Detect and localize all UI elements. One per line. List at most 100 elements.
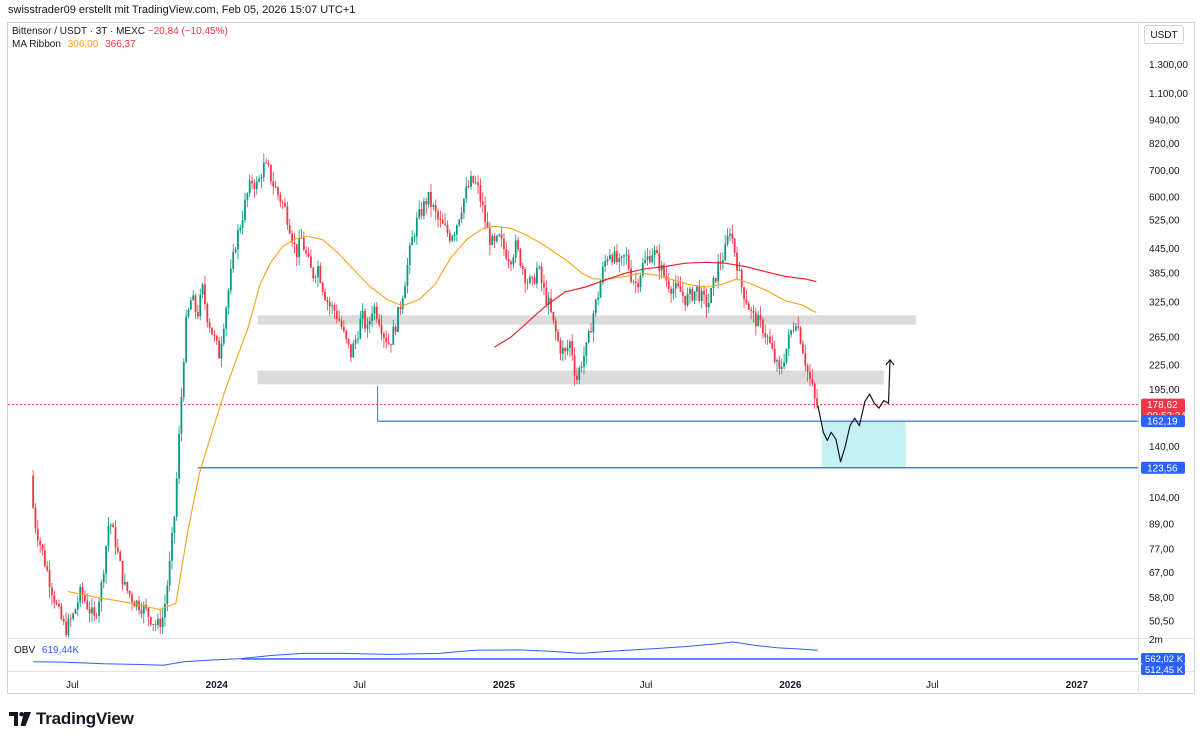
candle-body xyxy=(700,290,703,301)
candle-body xyxy=(291,233,293,243)
candle-body xyxy=(644,259,647,263)
candle-body xyxy=(142,604,145,614)
candle-body xyxy=(620,256,623,259)
candle-body xyxy=(192,295,195,301)
projection-arrowhead xyxy=(885,358,895,366)
current-price-tag-text: 178,62 xyxy=(1147,400,1178,411)
candle-body xyxy=(439,218,442,220)
candle-body xyxy=(314,277,317,279)
candle-body xyxy=(72,613,75,619)
candle-body xyxy=(241,219,244,229)
candle-body xyxy=(470,176,472,187)
candles-group xyxy=(32,153,818,638)
candle-body xyxy=(237,230,239,250)
candle-body xyxy=(121,561,124,585)
candle-body xyxy=(514,240,517,258)
candle-body xyxy=(423,201,425,216)
candle-body xyxy=(298,238,301,258)
time-axis-label: Jul xyxy=(640,680,653,691)
candle-body xyxy=(573,355,576,376)
candle-body xyxy=(333,305,336,311)
candle-body xyxy=(587,330,590,343)
candle-body xyxy=(347,338,350,345)
candle-body xyxy=(225,307,228,329)
candle-body xyxy=(663,264,665,276)
candle-body xyxy=(331,305,333,307)
candle-body xyxy=(371,313,374,321)
candle-body xyxy=(51,587,53,596)
candle-body xyxy=(408,245,411,266)
candle-body xyxy=(65,621,67,635)
candle-body xyxy=(430,192,432,207)
candle-body xyxy=(446,224,449,233)
candle-body xyxy=(707,303,710,308)
candle-body xyxy=(759,315,762,320)
candle-body xyxy=(769,336,771,343)
candle-body xyxy=(580,366,583,368)
candle-body xyxy=(81,587,84,595)
candle-body xyxy=(418,209,421,218)
candle-body xyxy=(34,507,37,529)
candle-body xyxy=(717,261,720,282)
candle-body xyxy=(91,607,93,614)
candle-body xyxy=(368,320,371,325)
price-axis-label: 600,00 xyxy=(1149,193,1180,204)
candle-body xyxy=(380,324,383,334)
candle-body xyxy=(681,291,684,296)
candle-body xyxy=(507,258,510,262)
candle-body xyxy=(232,251,235,269)
candle-body xyxy=(307,253,310,257)
ma-ribbon-legend[interactable]: MA Ribbon 306,00 366,37 xyxy=(12,39,136,50)
obv-legend[interactable]: OBV 619,44K xyxy=(14,645,79,656)
price-axis-label: 67,00 xyxy=(1149,568,1174,579)
candle-body xyxy=(244,199,246,220)
candle-body xyxy=(785,348,788,363)
candle-body xyxy=(321,282,324,292)
candle-body xyxy=(649,256,651,263)
candle-body xyxy=(76,602,79,610)
candle-body xyxy=(773,348,776,362)
obv-level-tag-bg xyxy=(1141,664,1185,675)
time-axis-label: 2027 xyxy=(1066,680,1089,691)
candle-body xyxy=(637,283,640,288)
candle-body xyxy=(552,311,555,321)
candle-body xyxy=(512,257,515,265)
candle-body xyxy=(594,299,597,314)
candle-body xyxy=(703,290,705,295)
symbol-legend[interactable]: Bittensor / USDT · 3T · MEXC −20,84 (−10… xyxy=(12,26,228,37)
currency-selector[interactable]: USDT xyxy=(1144,25,1184,44)
ma-short-line xyxy=(67,225,817,611)
candle-body xyxy=(324,291,326,300)
candle-body xyxy=(776,360,778,362)
candle-body xyxy=(295,244,298,258)
candle-body xyxy=(564,347,567,352)
level-price-tag-bg xyxy=(1141,461,1185,474)
candle-body xyxy=(465,186,468,199)
candle-body xyxy=(653,250,656,256)
candle-body xyxy=(305,250,308,254)
tradingview-brand[interactable]: TradingView xyxy=(9,708,134,730)
candle-body xyxy=(253,183,256,189)
candle-body xyxy=(689,288,691,294)
candle-body xyxy=(731,233,734,239)
candle-body xyxy=(578,367,581,380)
candle-body xyxy=(474,182,477,184)
candle-body xyxy=(764,333,767,337)
candle-body xyxy=(524,268,527,283)
candle-body xyxy=(696,286,698,292)
candle-body xyxy=(627,254,630,269)
candle-body xyxy=(481,201,484,206)
candle-body xyxy=(229,268,232,291)
candle-body xyxy=(719,261,722,263)
resistance-zone xyxy=(257,370,884,385)
candle-body xyxy=(43,550,46,567)
price-axis-label: 1.100,00 xyxy=(1149,89,1188,100)
candle-body xyxy=(213,334,216,336)
candle-body xyxy=(762,319,764,334)
candle-body xyxy=(262,162,265,178)
candle-body xyxy=(736,252,738,271)
candle-body xyxy=(135,600,138,607)
candle-body xyxy=(721,260,724,263)
candle-body xyxy=(540,266,543,283)
